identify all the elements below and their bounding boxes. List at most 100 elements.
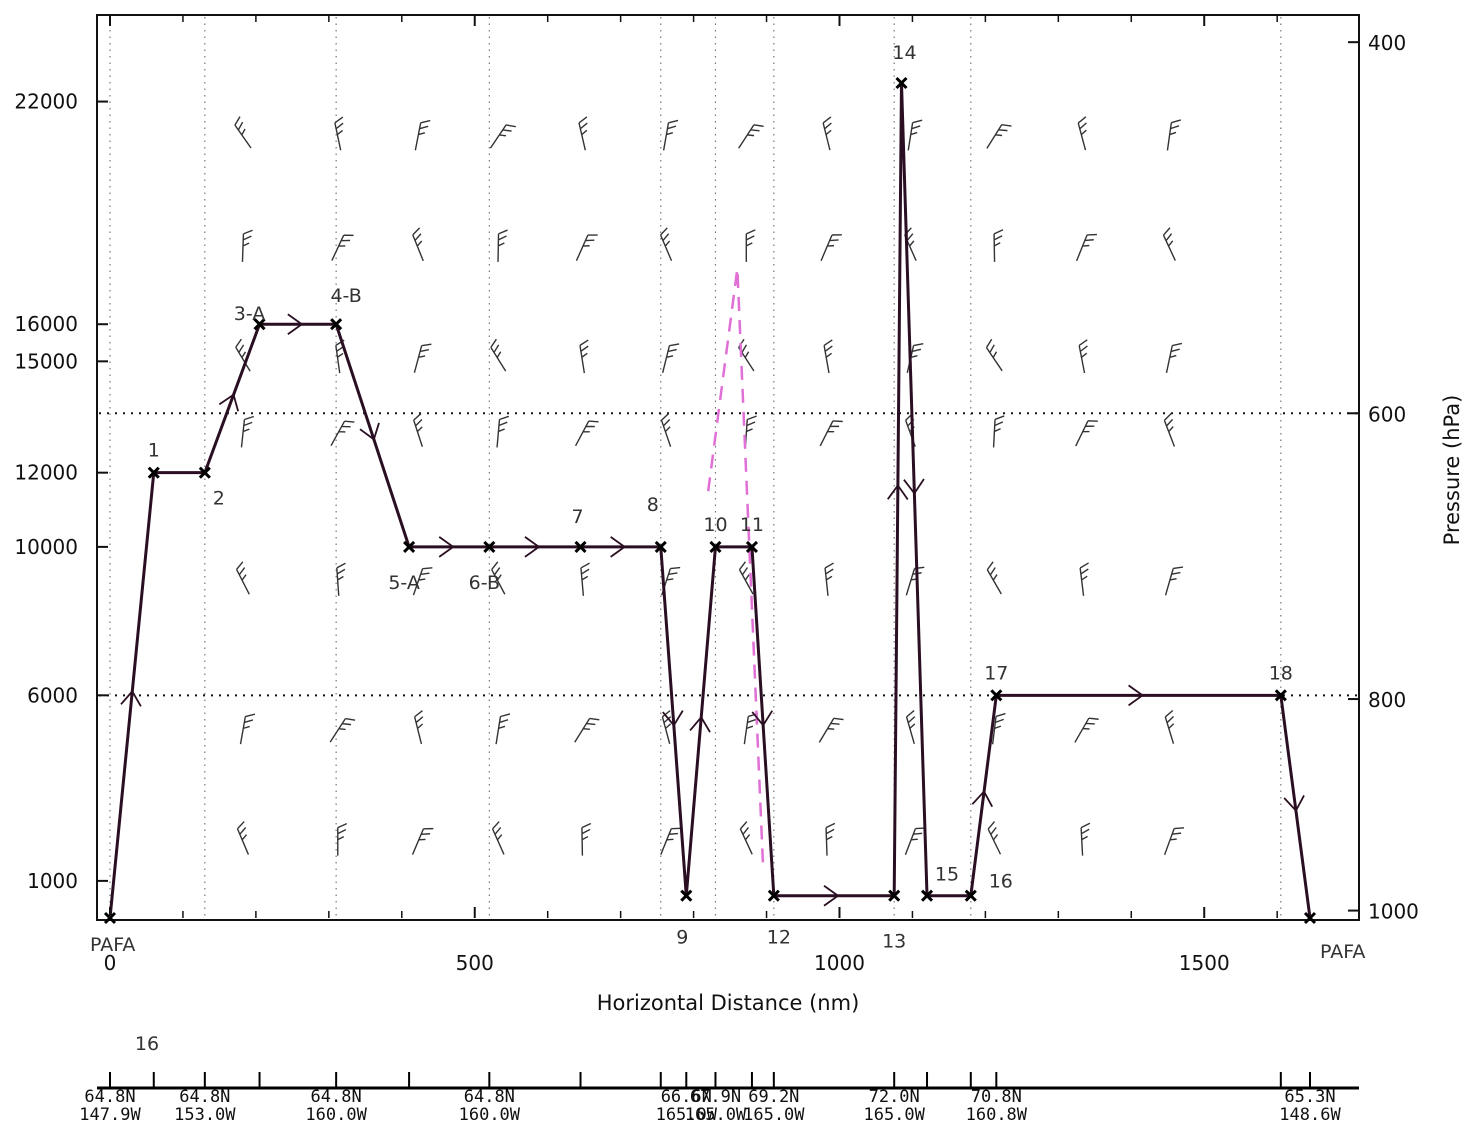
wind-barb bbox=[661, 710, 672, 745]
strip-longitude: 160.0W bbox=[459, 1105, 521, 1125]
wind-barb bbox=[1079, 562, 1089, 596]
strip-latitude: 72.0N bbox=[869, 1087, 920, 1107]
direction-arrow-chevron bbox=[438, 536, 455, 558]
y-tick-label: 15000 bbox=[14, 349, 78, 373]
waypoint-label: 15 bbox=[935, 864, 959, 886]
wind-barb-staff bbox=[336, 562, 346, 596]
wind-barb-staff bbox=[1074, 717, 1099, 743]
wind-barb-staff bbox=[236, 821, 250, 855]
waypoint-label: 9 bbox=[676, 927, 688, 949]
direction-arrow bbox=[971, 790, 994, 808]
wind-barb bbox=[235, 338, 251, 372]
wind-barb-staff bbox=[991, 712, 1006, 745]
wind-barb-staff bbox=[411, 827, 434, 855]
wind-barb bbox=[985, 338, 1003, 372]
wind-barb-staff bbox=[661, 566, 681, 596]
waypoint-label: 11 bbox=[740, 514, 764, 536]
direction-arrow bbox=[751, 710, 774, 727]
wind-barb-staff bbox=[496, 415, 510, 448]
wind-barb-staff bbox=[1166, 119, 1182, 151]
flight-route-line bbox=[108, 82, 1312, 919]
wind-barb bbox=[993, 229, 1004, 262]
wind-barb bbox=[1164, 566, 1184, 596]
wind-barb-staff bbox=[235, 561, 250, 595]
wind-barb-staff bbox=[744, 415, 757, 448]
wind-barb bbox=[497, 229, 508, 262]
x-tick-label: 1000 bbox=[814, 951, 865, 975]
waypoint-marker bbox=[920, 889, 934, 902]
wind-barb bbox=[745, 229, 756, 262]
direction-arrow bbox=[1128, 684, 1145, 707]
strip-label-16: 16 bbox=[135, 1033, 159, 1055]
wind-barb-staff bbox=[1163, 412, 1176, 447]
wind-barb-staff bbox=[412, 567, 433, 596]
direction-arrow-chevron bbox=[751, 710, 774, 727]
direction-arrow-chevron bbox=[971, 790, 994, 808]
wind-barb-staff bbox=[330, 420, 355, 447]
wind-barb bbox=[991, 712, 1006, 745]
wind-barb bbox=[413, 343, 432, 373]
wind-barb bbox=[1166, 119, 1182, 151]
y-tick-label: 12000 bbox=[14, 461, 78, 485]
wind-barb bbox=[495, 713, 511, 745]
bottom-position-strip: 1664.8N147.9W64.8N153.0W64.8N160.0W64.8N… bbox=[79, 1033, 1359, 1125]
wind-barb bbox=[825, 822, 836, 856]
direction-arrow bbox=[218, 393, 239, 412]
wind-barb-staff bbox=[660, 412, 672, 447]
direction-arrow-chevron bbox=[887, 483, 909, 500]
wind-barb bbox=[1162, 227, 1176, 261]
direction-arrow bbox=[359, 422, 380, 441]
wind-barb-staff bbox=[574, 420, 599, 447]
y-tick-label: 6000 bbox=[27, 683, 78, 707]
wind-barb-staff bbox=[575, 234, 598, 261]
waypoint-label: 1 bbox=[148, 440, 160, 462]
waypoint-marker bbox=[654, 540, 667, 553]
waypoint-label: 3-A bbox=[234, 303, 266, 325]
wind-barb bbox=[331, 234, 354, 261]
strip-longitude: 153.0W bbox=[174, 1105, 236, 1125]
wind-barb bbox=[1078, 339, 1088, 374]
waypoint-marker bbox=[680, 889, 693, 902]
direction-arrow-chevron bbox=[359, 422, 380, 441]
strip-latitude: 64.8N bbox=[179, 1087, 230, 1107]
wind-barb-staff bbox=[739, 821, 753, 855]
wind-barb-staff bbox=[986, 561, 1002, 595]
wind-barb bbox=[489, 124, 516, 149]
waypoint-label: 4-B bbox=[330, 285, 361, 307]
wind-barb-staff bbox=[574, 717, 600, 743]
wind-barb bbox=[905, 710, 916, 744]
wind-barb bbox=[822, 116, 832, 151]
wind-barb bbox=[1074, 717, 1099, 743]
grid-layer bbox=[99, 17, 1357, 918]
waypoint-label: 17 bbox=[984, 662, 1008, 684]
wind-barb-staff bbox=[1077, 116, 1087, 151]
wind-barb bbox=[335, 339, 345, 374]
waypoint-label: 7 bbox=[571, 506, 583, 528]
wind-barb bbox=[413, 413, 424, 447]
wind-barb bbox=[579, 339, 589, 374]
wind-barb-staff bbox=[235, 338, 251, 372]
wind-barb-staff bbox=[904, 827, 926, 855]
wind-barb bbox=[823, 339, 833, 374]
direction-arrow-chevron bbox=[1283, 795, 1305, 813]
wind-barb-staff bbox=[1165, 342, 1183, 374]
axis-layer: 0 500 1000 15002200016000150001200010000600… bbox=[14, 15, 1419, 975]
y-tick-label: 22000 bbox=[14, 90, 78, 114]
strip-latitude: 70.8N bbox=[971, 1087, 1022, 1107]
wind-barb-staff bbox=[490, 338, 507, 372]
direction-arrow bbox=[524, 536, 541, 558]
waypoint-marker bbox=[574, 540, 587, 553]
waypoint-marker bbox=[895, 76, 908, 90]
direction-arrow bbox=[610, 536, 627, 558]
y-tick-label: 16000 bbox=[14, 312, 78, 336]
wind-barb-staff bbox=[413, 710, 424, 745]
waypoint-marker bbox=[745, 540, 759, 553]
wind-barb bbox=[575, 234, 598, 261]
waypoint-label: 8 bbox=[647, 494, 659, 516]
wind-barb bbox=[661, 343, 680, 373]
wind-barb bbox=[1077, 116, 1087, 151]
wind-barb bbox=[1165, 342, 1183, 374]
wind-barb-staff bbox=[412, 227, 424, 262]
wind-barb bbox=[337, 823, 348, 856]
waypoint-marker bbox=[888, 889, 901, 902]
